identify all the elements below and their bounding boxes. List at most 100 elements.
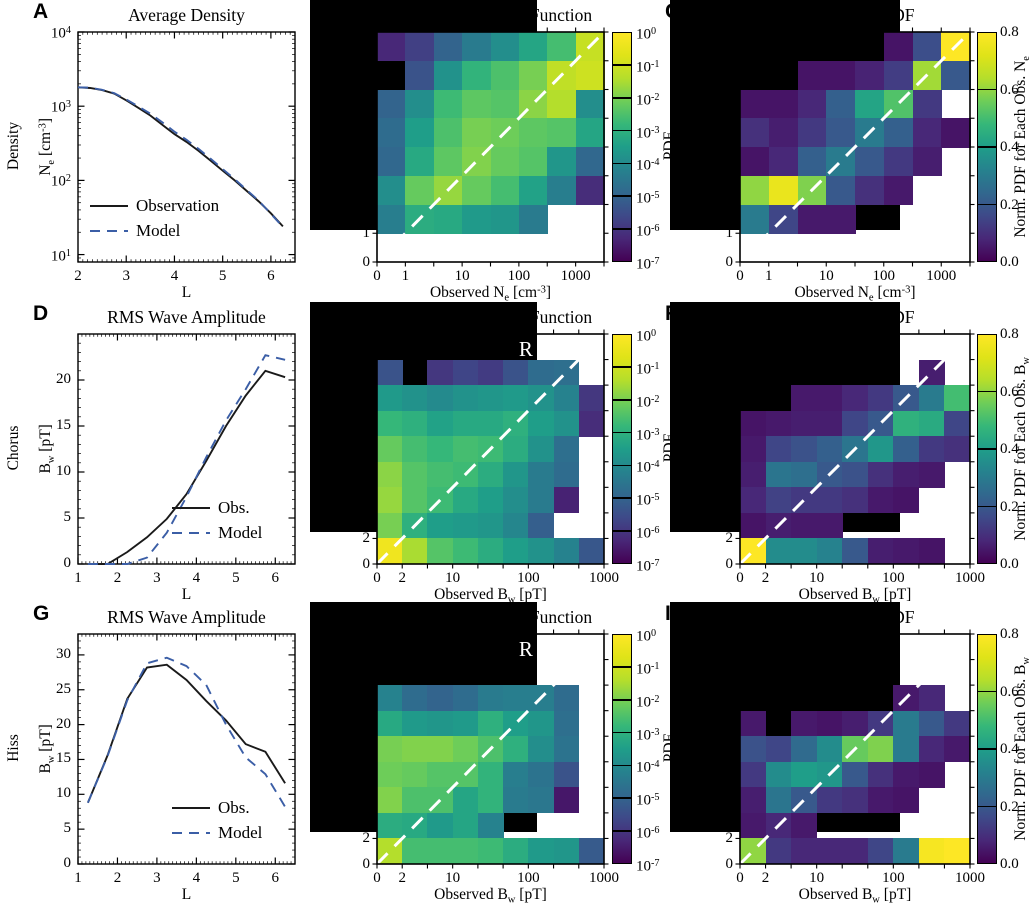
x-tick-label: 100: [872, 268, 896, 284]
colorbar-tick: [612, 764, 632, 767]
x-tick-label: 1: [765, 268, 773, 284]
y-tick-label: 20: [56, 371, 71, 387]
heatmap-cell: [893, 736, 920, 763]
heatmap-cell: [842, 385, 869, 412]
x-tick-label: 1: [74, 870, 82, 886]
y-axis-outer-label: Hiss: [5, 734, 22, 762]
heatmap-cell: [377, 512, 403, 539]
heatmap-cell: [765, 410, 792, 437]
heatmap-cell: [377, 685, 403, 712]
heatmap-cell: [477, 761, 504, 788]
heatmap-cell: [826, 60, 856, 90]
heatmap-axes: [735, 27, 975, 267]
heatmap-cell: [477, 812, 504, 839]
y-tick-label: 20: [56, 715, 71, 732]
y-axis-outer-label: Chorus: [5, 425, 22, 471]
y-axis-label: Modeled Bw [pT]: [690, 394, 710, 504]
heatmap-cell: [377, 436, 403, 463]
y-tick-label: 20: [355, 453, 370, 470]
heatmap-cell: [918, 385, 945, 412]
heatmap-cell: [427, 736, 454, 763]
heatmap-cell: [490, 32, 520, 62]
heatmap-cell: [528, 736, 555, 763]
x-tick-label: 0: [736, 570, 744, 586]
heatmap-cell: [377, 359, 403, 386]
y-tick-label: 3000: [340, 24, 370, 40]
heatmap-cell: [893, 538, 920, 565]
heatmap-axes: [372, 329, 609, 569]
heatmap-cell: [842, 538, 869, 565]
heatmap-cell: [883, 175, 913, 205]
y-tick-label: 10: [718, 167, 733, 184]
colorbar-tick: [612, 666, 632, 668]
panel-letter-h: H: [316, 602, 332, 625]
colorbar-tick: [612, 96, 632, 99]
x-axis-label: L: [181, 886, 192, 903]
y-axis-label: Modeled Bw [pT]: [322, 694, 342, 804]
y-tick-label: 1000: [703, 52, 733, 69]
heatmap-cell: [402, 787, 428, 814]
heatmap-axes: [735, 329, 975, 569]
heatmap-cell: [944, 710, 971, 737]
heatmap-cell: [740, 512, 767, 539]
heatmap-cell: [740, 175, 770, 205]
heatmap-cell: [427, 838, 454, 865]
heatmap-cell: [842, 838, 869, 865]
heatmap-cell: [477, 710, 504, 737]
heatmap-cell: [553, 410, 580, 437]
heatmap-cell: [452, 359, 479, 386]
correlation-label: R = 0.89: [518, 234, 592, 258]
y-tick-label: 1000: [703, 326, 733, 342]
y-axis-label: Modeled Bw [pT]: [690, 694, 710, 804]
heatmap-cell: [452, 812, 479, 839]
obs-line: [87, 663, 286, 804]
y-tick-label: 0: [362, 254, 371, 270]
x-tick-label: 1: [401, 268, 410, 284]
heatmap-cell: [740, 761, 767, 788]
heatmap-cell: [893, 410, 920, 437]
heatmap-cell: [765, 787, 792, 814]
heatmap-cell: [816, 487, 843, 514]
x-tick-label: 6: [271, 870, 280, 886]
panel-letter-a: A: [33, 0, 49, 23]
heatmap-cell: [553, 538, 580, 565]
x-axis-label: L: [181, 586, 192, 603]
colorbar-tick: [977, 505, 997, 508]
y-tick-label: 3: [725, 196, 734, 213]
y-tick-label: 200: [710, 377, 734, 394]
colorbar: [612, 634, 632, 864]
colorbar-tick-label: 10-6: [636, 525, 660, 542]
heatmap-cell: [518, 147, 548, 177]
heatmap-cell: [883, 60, 913, 90]
heatmap-cell: [462, 89, 491, 119]
y-tick-label: 20: [355, 753, 370, 770]
heatmap-cell: [503, 512, 529, 539]
heatmap-cell: [547, 175, 577, 205]
x-tick-label: 0: [736, 870, 744, 886]
panel-letter-e: E: [316, 302, 331, 325]
heatmap-cell: [503, 461, 529, 488]
panel-title-b: Probability Density Function: [388, 5, 593, 25]
heatmap-cell: [765, 838, 792, 865]
heatmap-cell: [791, 736, 818, 763]
heatmap-cell: [477, 838, 504, 865]
panel-average-density: A Average Density 2 3 4 5 6 101 102 103 104 L Dens…: [0, 0, 310, 301]
colorbar-tick-label: 0.4: [1000, 139, 1019, 155]
colorbar-tick: [977, 390, 997, 393]
heatmap-cell: [740, 436, 767, 463]
heatmap-cell: [867, 538, 894, 565]
y-tick-label: 500: [347, 351, 371, 368]
y-tick-label: 30: [355, 139, 370, 155]
colorbar-tick-label: 100: [636, 628, 657, 645]
heatmap-cell: [768, 89, 798, 119]
heatmap-cell: [867, 787, 894, 814]
heatmap-cell: [377, 461, 403, 488]
heatmap-cell: [816, 385, 843, 412]
heatmap-cell: [883, 118, 913, 148]
line-chart-axes: [77, 31, 296, 263]
heatmap-cell: [816, 436, 843, 463]
x-tick-label: 2: [113, 870, 122, 886]
colorbar-tick: [977, 690, 997, 693]
y-tick-label: 1000: [703, 626, 733, 642]
